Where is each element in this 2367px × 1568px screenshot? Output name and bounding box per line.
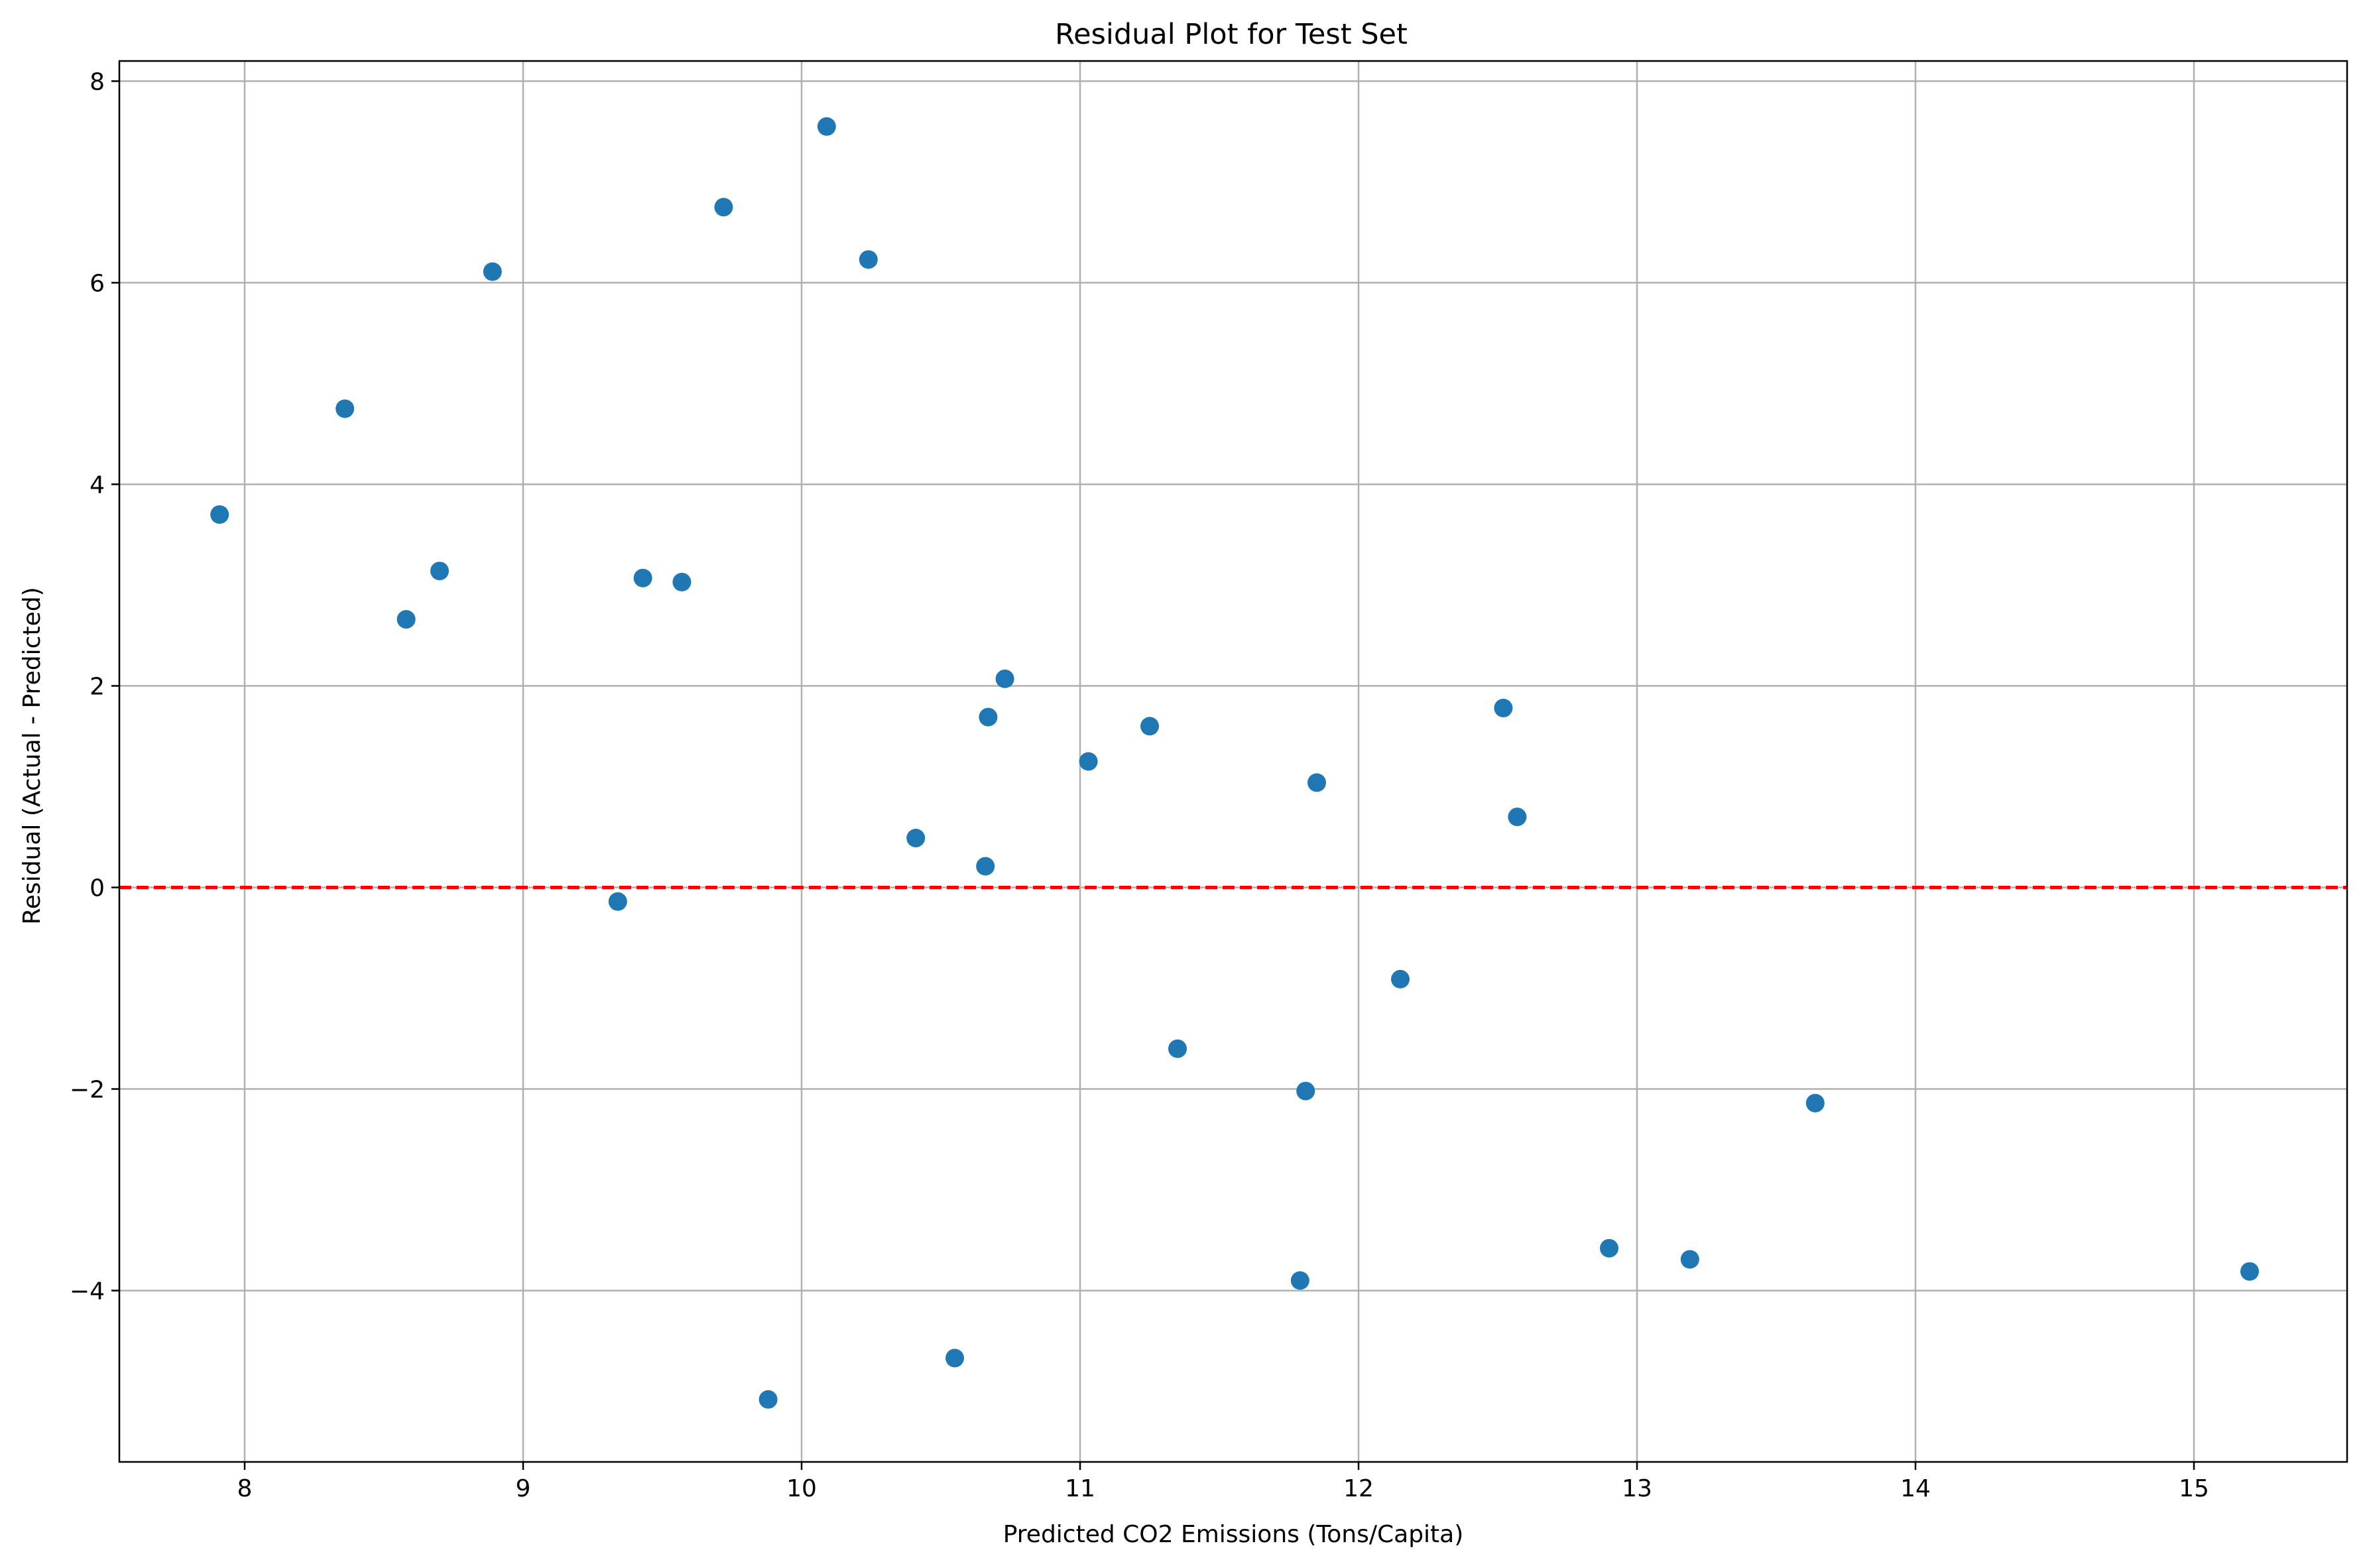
x-tick-label: 13 (1622, 1475, 1652, 1502)
scatter-points (210, 117, 2259, 1409)
y-tick-label: 6 (90, 270, 105, 297)
x-tick-label: 14 (1900, 1475, 1931, 1502)
x-tick-label: 12 (1343, 1475, 1374, 1502)
chart-title: Residual Plot for Test Set (1055, 18, 1408, 51)
x-tick-label: 15 (2179, 1475, 2209, 1502)
scatter-point (1600, 1238, 1618, 1258)
y-tick-label: 4 (90, 471, 105, 499)
scatter-point (1508, 808, 1527, 827)
y-tick-label: 0 (90, 875, 105, 902)
x-tick-label: 9 (516, 1475, 531, 1502)
scatter-point (1296, 1081, 1315, 1101)
scatter-point (2240, 1262, 2259, 1281)
scatter-point (714, 198, 733, 217)
x-axis-label: Predicted CO2 Emissions (Tons/Capita) (1003, 1521, 1464, 1548)
scatter-point (672, 572, 692, 591)
axis-ticks: 8 9 10 11 12 13 14 15 −4 −2 0 2 4 6 8 (70, 68, 2209, 1502)
x-tick-label: 10 (786, 1475, 817, 1502)
scatter-point (1290, 1271, 1309, 1290)
scatter-point (1079, 752, 1098, 771)
scatter-point (210, 505, 229, 524)
scatter-point (906, 829, 926, 848)
scatter-point (633, 568, 652, 587)
scatter-point (979, 707, 998, 727)
scatter-point (1680, 1250, 1699, 1269)
scatter-point (1805, 1093, 1825, 1113)
y-tick-label: 2 (90, 673, 105, 700)
scatter-point (945, 1349, 964, 1368)
y-tick-label: −2 (70, 1077, 105, 1104)
scatter-point (396, 610, 416, 629)
scatter-point (608, 892, 627, 911)
scatter-point (817, 117, 836, 136)
scatter-point (1391, 969, 1410, 989)
scatter-point (995, 669, 1014, 688)
x-tick-label: 8 (237, 1475, 253, 1502)
scatter-point (483, 262, 502, 281)
plot-frame (118, 60, 2348, 1463)
scatter-point (430, 562, 449, 581)
y-axis-label: Residual (Actual - Predicted) (19, 587, 46, 924)
scatter-point (1168, 1039, 1187, 1058)
scatter-point (1140, 717, 1159, 736)
scatter-point (1307, 773, 1326, 792)
scatter-point (1494, 698, 1513, 717)
scatter-point (759, 1390, 778, 1409)
scatter-point (859, 250, 878, 269)
scatter-point (335, 399, 355, 418)
x-tick-label: 11 (1065, 1475, 1095, 1502)
y-tick-label: −4 (70, 1278, 105, 1305)
scatter-point (976, 857, 995, 876)
y-tick-label: 8 (90, 68, 105, 95)
